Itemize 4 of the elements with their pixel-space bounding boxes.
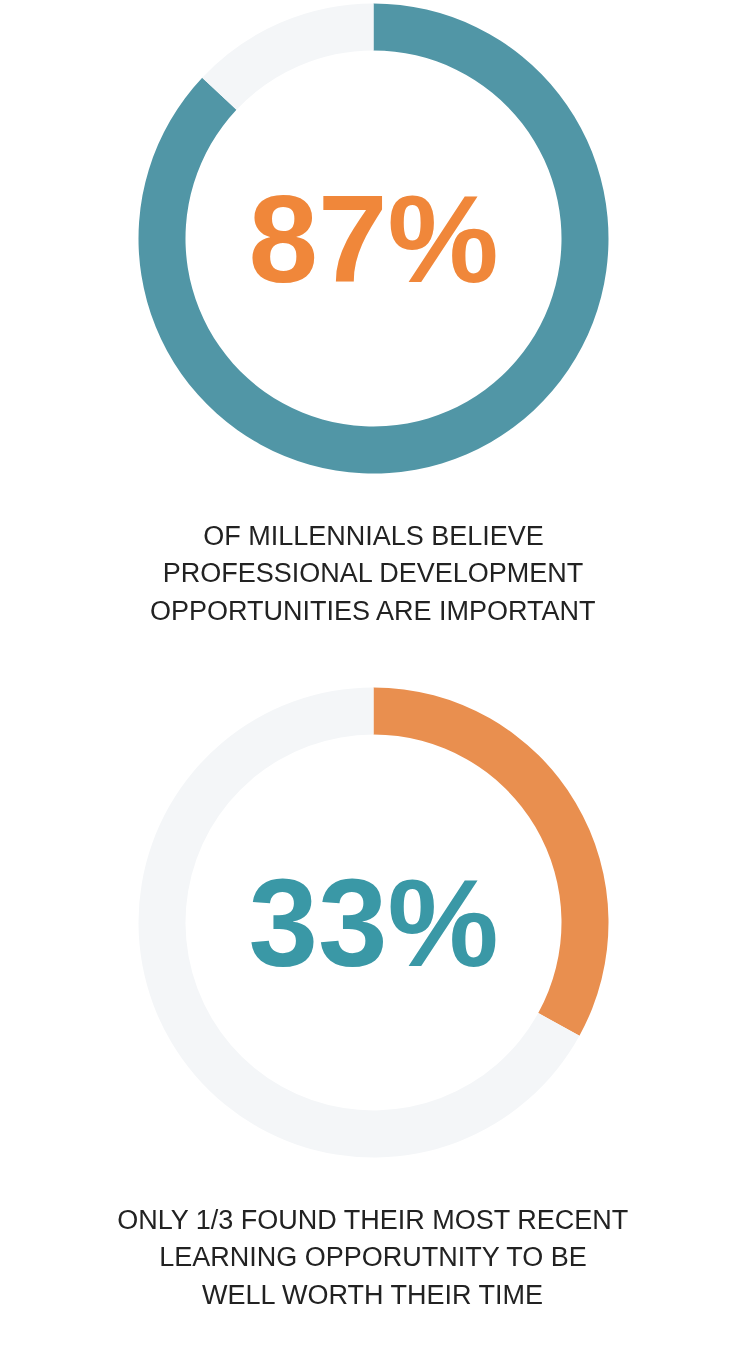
text: 87% [248,169,499,308]
text: ONLY 1/3 FOUND THEIR MOST RECENT LEARNING OPPORUTNITY TO BE WELL WORTH THEIR TIME [117,1204,629,1310]
text: OF MILLENNIALS BELIEVE PROFESSIONAL DEVELOPMENT OPPORTUNITIES ARE IMPORTANT [149,520,596,626]
text: 33% [248,853,499,992]
